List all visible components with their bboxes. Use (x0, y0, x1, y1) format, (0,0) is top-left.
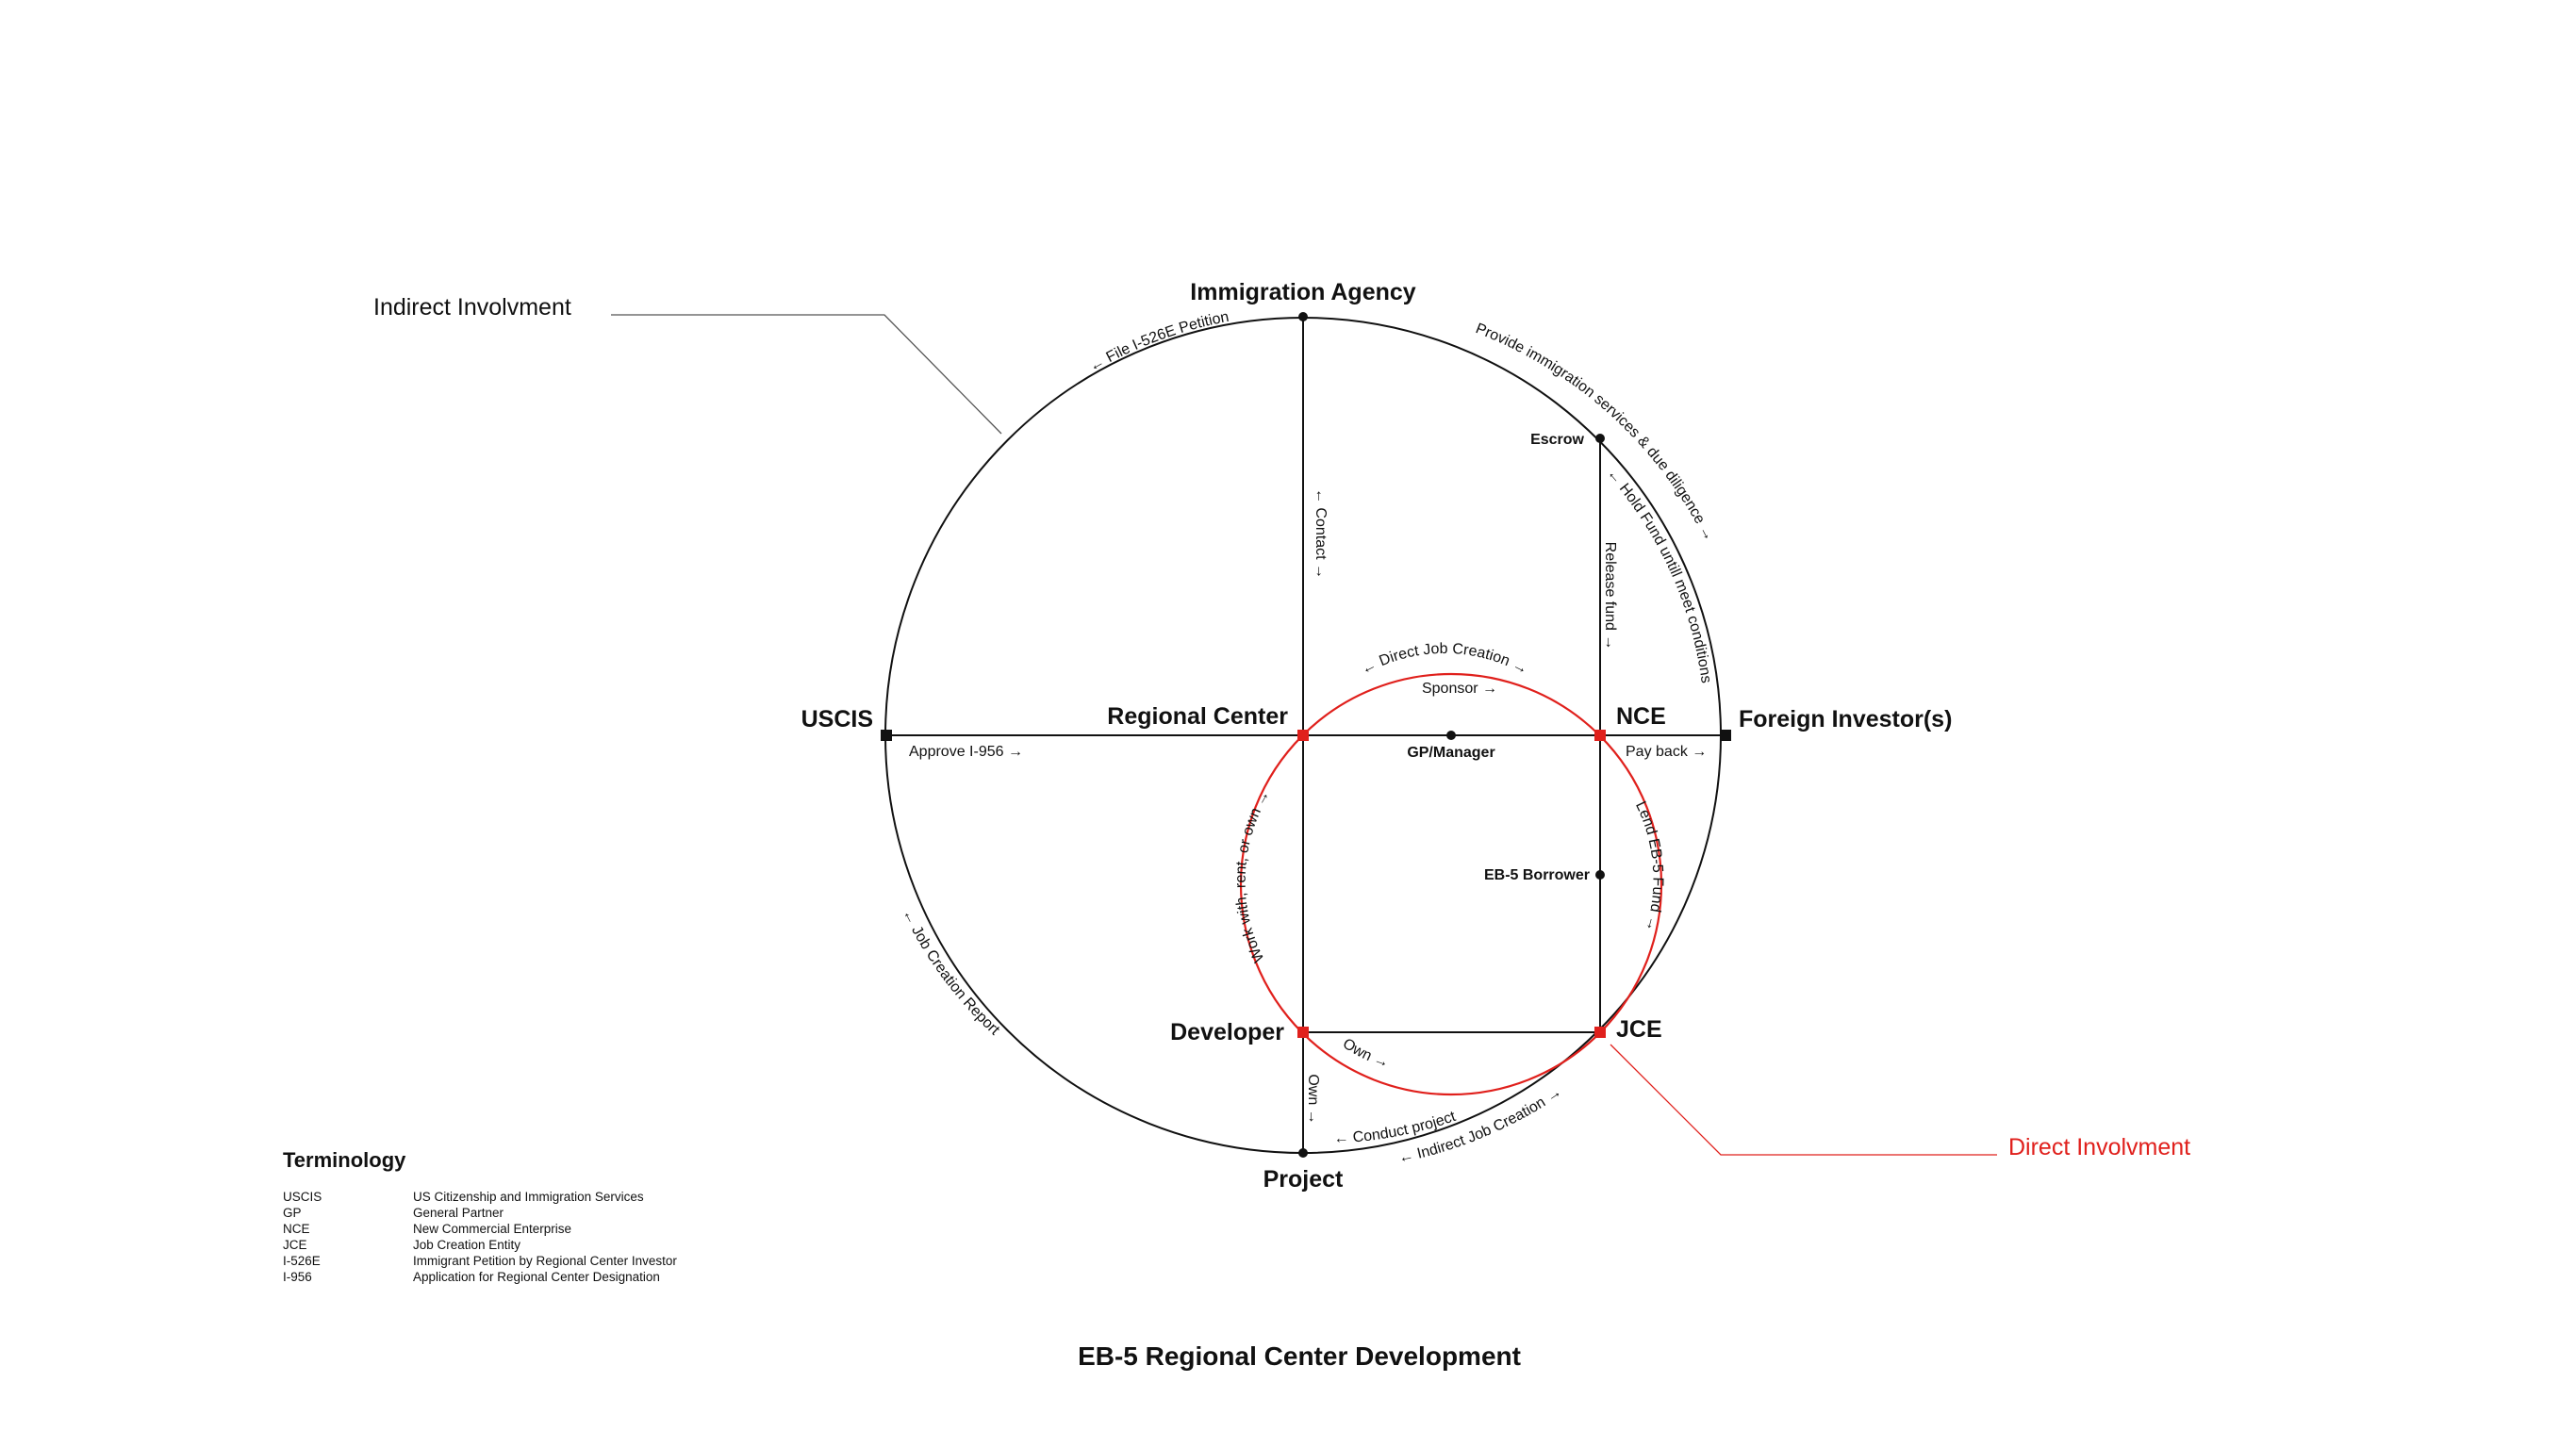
terminology-block: Terminology USCIS US Citizenship and Imm… (283, 1148, 677, 1284)
escrow-dot (1595, 434, 1605, 443)
escrow-label: Escrow (1530, 432, 1584, 448)
term-abbr: GP (283, 1206, 302, 1220)
direct-involvement-callout: Direct Involvment (2008, 1134, 2190, 1160)
indirect-callout-leader (611, 314, 1002, 435)
immigration-agency-label: Immigration Agency (1190, 279, 1415, 305)
nce-label: NCE (1616, 703, 1666, 730)
term-meaning: Application for Regional Center Designat… (413, 1270, 660, 1284)
node-labels: Immigration Agency USCIS Foreign Investo… (801, 279, 1953, 1193)
own-inner-label: Own → (1340, 1036, 1391, 1072)
direct-involvement-circle (1239, 672, 1663, 1096)
term-abbr: I-526E (283, 1254, 321, 1268)
eb5-borrower-label: EB-5 Borrower (1484, 867, 1590, 883)
node-markers (881, 312, 1731, 1158)
project-dot (1298, 1148, 1308, 1158)
term-abbr: I-956 (283, 1270, 312, 1284)
gp-manager-label: GP/Manager (1407, 745, 1494, 761)
edge-labels-straight: Approve I-956 → Pay back → Sponsor → ← C… (909, 488, 1707, 1125)
developer-marker (1297, 1027, 1309, 1038)
regional-center-marker (1297, 730, 1309, 741)
diagram-title: EB-5 Regional Center Development (1078, 1341, 1521, 1371)
regional-center-label: Regional Center (1107, 703, 1288, 730)
uscis-label: USCIS (801, 706, 873, 732)
term-abbr: USCIS (283, 1190, 322, 1204)
lend-eb5-label: Lend EB-5 Fund → (1632, 799, 1665, 933)
file-i526e-label: ← File I-526E Petition (1086, 309, 1230, 375)
foreign-investors-label: Foreign Investor(s) (1739, 706, 1952, 732)
foreign-investors-marker (1720, 730, 1731, 741)
gp-manager-dot (1446, 731, 1456, 740)
sponsor-label: Sponsor → (1422, 681, 1497, 697)
work-with-label: Work with, rent, or own → (1233, 787, 1274, 964)
term-meaning: US Citizenship and Immigration Services (413, 1190, 644, 1204)
jce-marker (1594, 1027, 1606, 1038)
term-meaning: General Partner (413, 1206, 504, 1220)
provide-services-label: Provide immigration services & due dilig… (1474, 321, 1717, 544)
release-fund-label: Release fund → (1602, 542, 1618, 650)
direct-job-creation-label: ← Direct Job Creation → (1359, 641, 1530, 678)
terminology-title: Terminology (283, 1148, 406, 1172)
eb5-borrower-dot (1595, 870, 1605, 880)
developer-label: Developer (1170, 1019, 1284, 1045)
jce-label: JCE (1616, 1016, 1662, 1043)
job-creation-report-label: ← Job Creation Report (900, 907, 1003, 1039)
immigration-agency-dot (1298, 312, 1308, 321)
pay-back-label: Pay back → (1626, 744, 1707, 760)
project-label: Project (1263, 1166, 1344, 1193)
own-vertical-label: Own → (1305, 1074, 1321, 1124)
approve-i956-label: Approve I-956 → (909, 744, 1023, 760)
term-abbr: JCE (283, 1238, 307, 1252)
term-abbr: NCE (283, 1222, 310, 1236)
contact-label: ← Contact → (1313, 488, 1329, 579)
nce-marker (1594, 730, 1606, 741)
uscis-marker (881, 730, 892, 741)
direct-callout-leader (1610, 1044, 1997, 1156)
indirect-involvement-callout: Indirect Involvment (373, 294, 571, 321)
term-meaning: Immigrant Petition by Regional Center In… (413, 1254, 677, 1268)
term-meaning: New Commercial Enterprise (413, 1222, 571, 1236)
hold-fund-label: ← Hold Fund untill meet conditions (1604, 466, 1714, 684)
term-meaning: Job Creation Entity (413, 1238, 520, 1252)
